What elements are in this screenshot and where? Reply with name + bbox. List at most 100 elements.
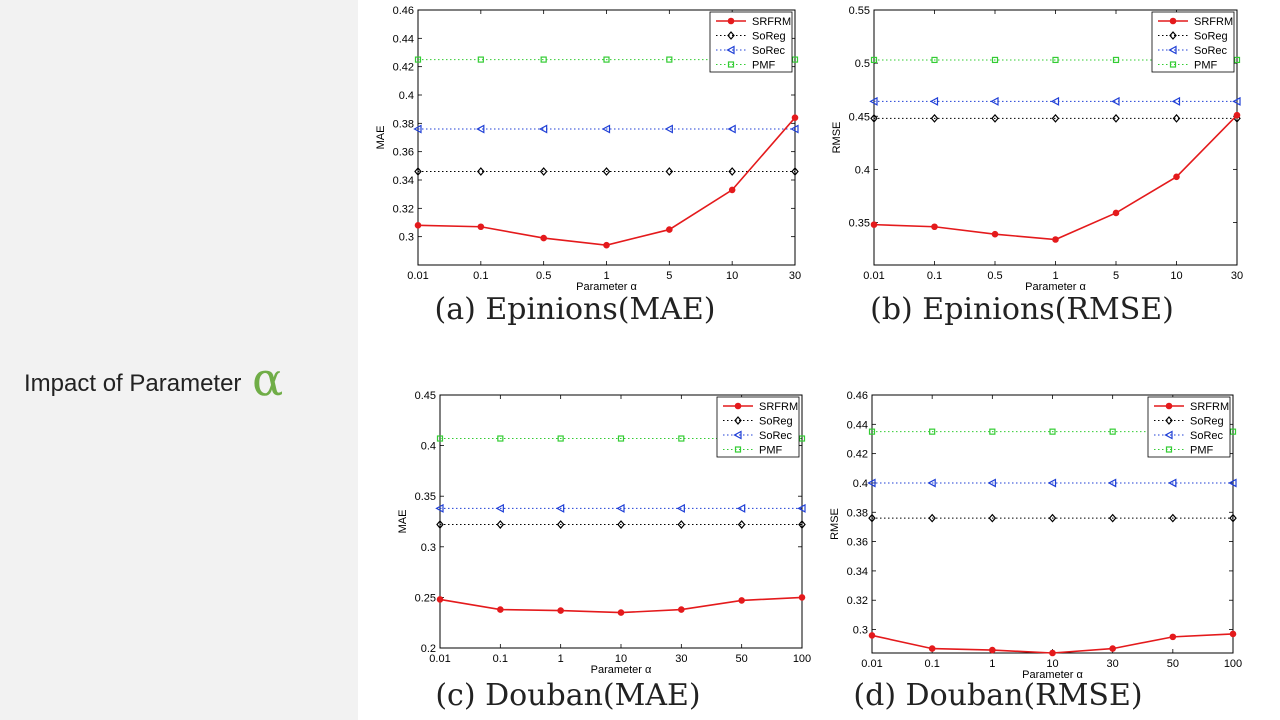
series-sorec bbox=[413, 124, 799, 134]
data-point-soreg bbox=[728, 167, 736, 176]
chart-douban-rmse: 0.3 0.32 0.34 0.36 0.38 0.4 0.42 0.44 0.46 0.01 0.… bbox=[812, 385, 1262, 681]
legend: SRFRM SoReg SoRec PMF bbox=[1151, 11, 1235, 73]
data-point-pmf bbox=[557, 435, 564, 442]
data-point-pmf bbox=[1052, 56, 1059, 64]
caption-douban-mae: (c) Douban(MAE) bbox=[435, 678, 701, 713]
data-point-pmf bbox=[477, 56, 484, 63]
data-point-sorec bbox=[1050, 96, 1060, 106]
legend-marker-pmf bbox=[727, 61, 735, 68]
data-point-sorec bbox=[435, 503, 444, 513]
y-tick-label: 0.3 bbox=[399, 232, 414, 244]
series-sorec bbox=[435, 503, 806, 513]
x-tick-label: 0.1 bbox=[473, 270, 488, 282]
data-point-sorec bbox=[790, 124, 799, 134]
legend-label-soreg: SoReg bbox=[1190, 416, 1224, 428]
y-tick-label: 0.35 bbox=[415, 491, 436, 503]
data-point-soreg bbox=[870, 113, 878, 123]
chart-douban-mae: 0.2 0.25 0.3 0.35 0.4 0.45 0.01 0.1 1 10 30 50 100 Pa… bbox=[378, 385, 818, 680]
chart-svg: 0.2 0.25 0.3 0.35 0.4 0.45 0.01 0.1 1 10 30 50 100 Pa… bbox=[397, 390, 811, 676]
y-tick-label: 0.3 bbox=[853, 625, 868, 637]
legend-marker-sorec bbox=[1168, 45, 1177, 55]
y-tick-label: 0.35 bbox=[849, 218, 870, 230]
x-tick-label: 0.1 bbox=[925, 658, 940, 670]
y-tick-label: 0.45 bbox=[849, 111, 870, 123]
x-tick-label: 10 bbox=[726, 270, 738, 282]
data-point-soreg bbox=[1108, 513, 1117, 523]
x-tick-label: 0.5 bbox=[536, 270, 551, 282]
data-point-srfrm bbox=[1169, 633, 1177, 641]
legend-label-soreg: SoReg bbox=[752, 31, 786, 43]
y-axis-label: MAE bbox=[375, 126, 387, 150]
legend-label-sorec: SoRec bbox=[752, 45, 786, 57]
data-point-pmf bbox=[929, 428, 936, 435]
data-point-srfrm bbox=[738, 597, 745, 604]
slide-title-text: Impact of Parameter bbox=[24, 370, 242, 397]
data-point-srfrm bbox=[1109, 645, 1116, 652]
data-point-soreg bbox=[988, 513, 997, 523]
x-axis-label: Parameter α bbox=[591, 664, 652, 676]
data-point-pmf bbox=[603, 56, 610, 63]
data-point-soreg bbox=[496, 520, 505, 529]
data-point-sorec bbox=[616, 503, 625, 513]
y-tick-label: 0.2 bbox=[421, 643, 436, 655]
data-point-srfrm bbox=[477, 223, 485, 231]
legend-label-sorec: SoRec bbox=[1190, 430, 1224, 442]
data-point-sorec bbox=[927, 478, 936, 488]
data-point-srfrm bbox=[497, 606, 504, 613]
y-tick-label: 0.4 bbox=[853, 478, 868, 490]
x-axis-label: Parameter α bbox=[1022, 669, 1083, 681]
legend-label-sorec: SoRec bbox=[1194, 45, 1228, 57]
data-point-soreg bbox=[602, 167, 611, 176]
x-tick-label: 5 bbox=[1113, 270, 1119, 282]
legend-marker-soreg bbox=[734, 416, 742, 425]
legend-label-sorec: SoRec bbox=[759, 430, 793, 442]
y-tick-label: 0.46 bbox=[847, 390, 868, 402]
x-tick-label: 10 bbox=[1170, 270, 1182, 282]
series-pmf bbox=[870, 56, 1241, 64]
series-soreg bbox=[436, 520, 806, 529]
y-tick-label: 0.34 bbox=[847, 566, 868, 578]
data-point-pmf bbox=[870, 56, 878, 64]
y-tick-label: 0.42 bbox=[847, 449, 868, 461]
data-point-sorec bbox=[929, 96, 939, 106]
data-point-soreg bbox=[1169, 513, 1177, 523]
legend-marker-soreg bbox=[1169, 31, 1177, 40]
data-point-srfrm bbox=[1049, 649, 1056, 657]
x-tick-label: 100 bbox=[793, 653, 811, 665]
data-point-srfrm bbox=[666, 226, 673, 233]
data-point-sorec bbox=[867, 478, 876, 488]
legend-marker-srfrm bbox=[1169, 17, 1177, 25]
y-tick-label: 0.25 bbox=[415, 592, 436, 604]
legend-label-soreg: SoReg bbox=[759, 416, 793, 428]
data-point-pmf bbox=[678, 435, 685, 442]
legend-box bbox=[709, 11, 793, 73]
alpha-symbol: α bbox=[252, 352, 284, 406]
data-point-srfrm bbox=[436, 596, 444, 603]
data-point-pmf bbox=[666, 56, 673, 63]
legend-marker-pmf bbox=[1169, 61, 1177, 68]
data-point-soreg bbox=[1229, 513, 1237, 523]
data-point-soreg bbox=[737, 520, 746, 529]
y-tick-label: 0.45 bbox=[415, 390, 436, 402]
data-point-soreg bbox=[617, 520, 625, 529]
data-point-soreg bbox=[1048, 513, 1057, 523]
x-tick-label: 10 bbox=[1046, 658, 1058, 670]
data-point-soreg bbox=[991, 113, 999, 123]
legend-box bbox=[1147, 396, 1231, 458]
x-tick-label: 10 bbox=[615, 653, 627, 665]
data-point-soreg bbox=[1051, 113, 1060, 123]
data-point-srfrm bbox=[989, 646, 996, 654]
y-tick-label: 0.32 bbox=[847, 595, 868, 607]
data-point-pmf bbox=[1233, 56, 1241, 64]
data-point-soreg bbox=[665, 167, 674, 176]
y-tick-label: 0.32 bbox=[393, 203, 414, 215]
data-point-pmf bbox=[991, 56, 999, 64]
data-point-sorec bbox=[495, 503, 504, 513]
data-point-soreg bbox=[477, 167, 485, 176]
legend-label-pmf: PMF bbox=[1194, 60, 1218, 72]
legend-label-srfrm: SRFRM bbox=[752, 16, 791, 28]
legend-box bbox=[716, 396, 800, 458]
y-tick-label: 0.38 bbox=[847, 507, 868, 519]
x-tick-label: 0.01 bbox=[429, 653, 450, 665]
x-tick-label: 0.1 bbox=[493, 653, 508, 665]
